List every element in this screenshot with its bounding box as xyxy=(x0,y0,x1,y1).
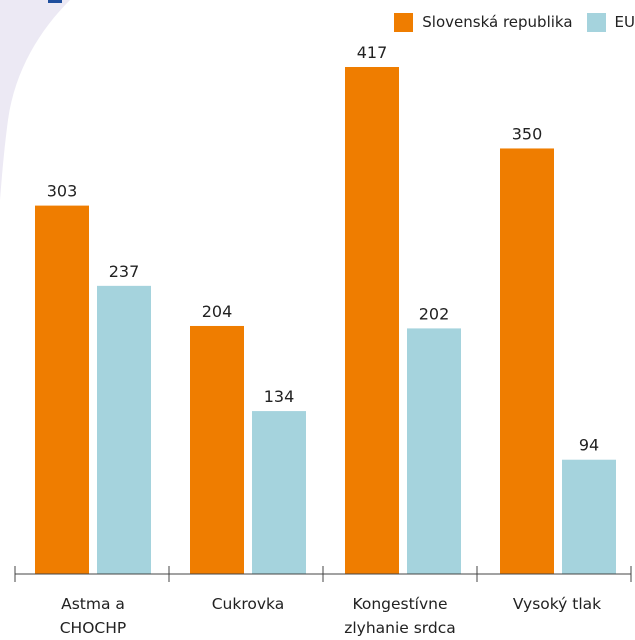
data-label-eu-3: 94 xyxy=(579,436,599,455)
legend-swatch-slovakia xyxy=(394,12,414,32)
bar-slovakia-0 xyxy=(35,205,89,574)
bar-eu-2 xyxy=(407,328,461,574)
bar-eu-3 xyxy=(562,459,616,574)
legend-item-eu: EU xyxy=(586,12,635,32)
x-tick-label-2-line-0: Kongestívne xyxy=(352,595,448,613)
legend: Slovenská republika EU xyxy=(380,11,635,33)
legend-item-slovakia: Slovenská republika xyxy=(394,12,573,32)
legend-swatch-eu xyxy=(586,12,606,32)
x-tick-label-2-line-1: zlyhanie srdca xyxy=(344,619,456,637)
bar-slovakia-1 xyxy=(190,325,244,574)
data-label-slovakia-3: 350 xyxy=(512,124,543,143)
bar-slovakia-3 xyxy=(500,148,554,574)
x-tick-label-3-line-0: Vysoký tlak xyxy=(512,595,602,613)
data-label-eu-2: 202 xyxy=(419,304,450,323)
x-tick-label-0-line-0: Astma a xyxy=(61,595,125,613)
legend-label-eu: EU xyxy=(614,13,635,31)
legend-label-slovakia: Slovenská republika xyxy=(422,13,573,31)
bar-eu-1 xyxy=(252,411,306,574)
x-tick-label-1-line-0: Cukrovka xyxy=(211,595,285,613)
data-label-slovakia-1: 204 xyxy=(202,302,233,321)
data-label-eu-0: 237 xyxy=(109,262,140,281)
bar-eu-0 xyxy=(97,285,151,574)
data-label-slovakia-0: 303 xyxy=(47,182,78,201)
decorative-background-shape xyxy=(0,0,70,200)
x-tick-label-0-line-1: CHOCHP xyxy=(59,619,127,637)
data-label-slovakia-2: 417 xyxy=(357,43,388,62)
data-label-eu-1: 134 xyxy=(264,387,295,406)
bar-slovakia-2 xyxy=(345,67,399,574)
